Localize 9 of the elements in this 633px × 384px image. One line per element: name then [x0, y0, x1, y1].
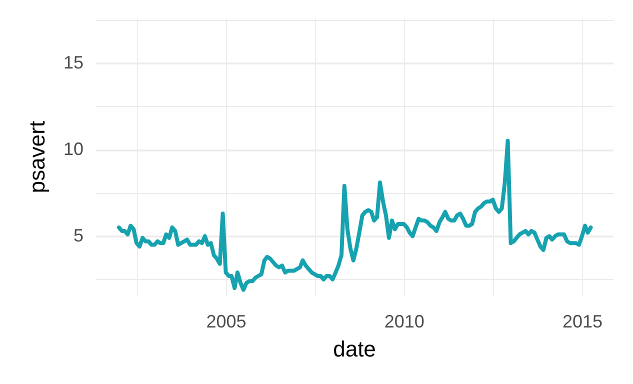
- x-tick-label: 2015: [562, 312, 603, 332]
- x-axis-title: date: [333, 336, 376, 362]
- x-tick-label: 2005: [206, 312, 246, 332]
- y-tick-label: 5: [73, 226, 84, 246]
- y-tick-label: 10: [63, 139, 84, 160]
- y-axis-title: psavert: [24, 120, 50, 194]
- y-tick-label: 15: [63, 52, 84, 73]
- line-series: [116, 138, 593, 292]
- x-tick-label: 2010: [384, 312, 424, 332]
